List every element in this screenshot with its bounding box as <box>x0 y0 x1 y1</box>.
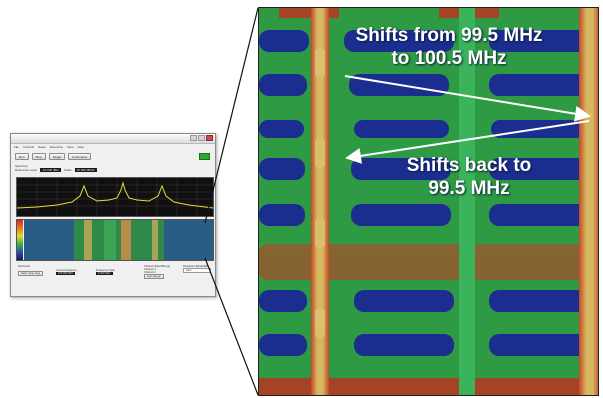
run-indicator-icon[interactable] <box>199 153 210 160</box>
close-icon[interactable] <box>206 135 213 141</box>
annotation-shift-back-line1: Shifts back to <box>406 155 532 176</box>
span-label: Frequency Span <box>96 269 116 272</box>
window-titlebar[interactable] <box>11 134 215 144</box>
run-button[interactable]: Run <box>15 153 29 160</box>
auto-range-button[interactable]: Auto Range <box>144 274 164 279</box>
start-stop-button[interactable]: Start / Stop Freq <box>18 271 44 276</box>
bottom-controls: Horizontal Start / Stop Freq Center Freq… <box>16 265 212 293</box>
annotation-shift-back: Shifts back to 99.5 MHz <box>389 154 549 200</box>
channel-select-label: Channel Select/Range <box>144 265 170 268</box>
menu-bar: File Controls Setup Extension View Help <box>11 144 215 151</box>
annotation-shift-up-line1: Shifts from 99.5 MHz <box>355 25 543 46</box>
waterfall-plot[interactable] <box>16 219 214 261</box>
reference-level-label: Reference Level <box>15 168 37 172</box>
params-title: Spectrum <box>15 164 28 168</box>
waterfall-zoom-view: Shifts from 99.5 MHz to 100.5 MHz Shifts… <box>258 7 599 396</box>
shift-arrows <box>344 75 591 164</box>
color-scale-bar <box>17 220 23 260</box>
menu-help[interactable]: Help <box>77 145 84 149</box>
shift-back-arrow <box>345 120 590 164</box>
annotation-shift-up-line2: to 100.5 MHz <box>391 48 507 69</box>
menu-view[interactable]: View <box>67 145 74 149</box>
annotation-shift-up: Shifts from 99.5 MHz to 100.5 MHz <box>329 24 569 70</box>
spectrum-params: Spectrum <box>11 162 215 170</box>
span-group: Frequency Span 5.000 MHz <box>96 269 115 275</box>
center-freq-field[interactable]: 100.000 MHz <box>56 272 76 275</box>
waterfall-zoom-image <box>259 8 598 395</box>
menu-extension[interactable]: Extension <box>49 145 64 149</box>
span-field[interactable]: 5.000 MHz <box>96 272 113 275</box>
continuous-button[interactable]: Continuous <box>68 153 92 160</box>
rbw-group: Resolution Bandwidth Auto <box>183 265 211 273</box>
annotation-shift-back-line2: 99.5 MHz <box>428 178 510 199</box>
spectrum-plot[interactable] <box>16 177 214 217</box>
level-params: Reference Level -10.000 dBm Scale 10.000… <box>11 167 215 173</box>
center-freq-label: Center Frequency <box>56 269 77 272</box>
menu-controls[interactable]: Controls <box>22 145 35 149</box>
channel-group: Channel Select/Range Channel 1 Channel 2… <box>144 265 170 279</box>
menu-file[interactable]: File <box>14 145 19 149</box>
channel-option-1[interactable]: Channel 1 <box>144 268 156 271</box>
channel-option-2[interactable]: Channel 2 <box>144 271 156 274</box>
scale-label: Scale <box>64 168 72 172</box>
spectrum-analyzer-window: File Controls Setup Extension View Help … <box>10 133 216 297</box>
horizontal-group: Horizontal Start / Stop Freq <box>18 265 44 276</box>
reference-level-field[interactable]: -10.000 dBm <box>39 168 62 172</box>
stop-button[interactable]: Stop <box>31 153 46 160</box>
rbw-field[interactable]: Auto <box>183 268 211 273</box>
maximize-icon[interactable] <box>198 135 205 141</box>
minimize-icon[interactable] <box>190 135 197 141</box>
scale-field[interactable]: 10.000 dB/div <box>74 168 97 172</box>
center-freq-group: Center Frequency 100.000 MHz <box>56 269 77 275</box>
single-button[interactable]: Single <box>48 153 66 160</box>
shift-up-arrow <box>344 75 591 122</box>
horizontal-label: Horizontal <box>18 265 30 268</box>
menu-setup[interactable]: Setup <box>38 145 46 149</box>
toolbar: Run Stop Single Continuous <box>11 151 215 162</box>
rbw-label: Resolution Bandwidth <box>183 265 209 268</box>
